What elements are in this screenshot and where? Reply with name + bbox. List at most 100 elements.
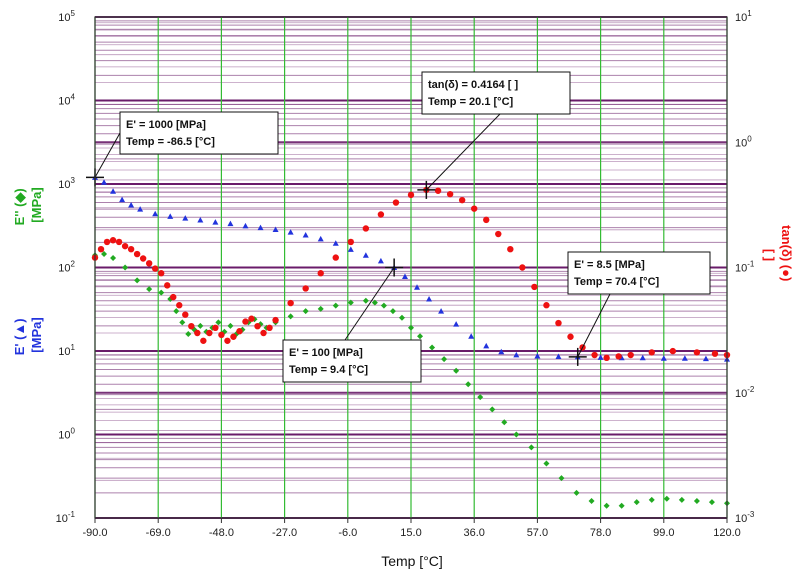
tan-delta-point xyxy=(242,318,249,325)
annotation-line-1: E' = 100 [MPa] xyxy=(289,347,363,359)
y-right-tick-exp: 0 xyxy=(747,134,752,143)
tan-delta-point xyxy=(407,191,415,199)
loss-modulus-point xyxy=(573,489,580,496)
loss-modulus-point xyxy=(101,251,108,258)
tan-delta-point xyxy=(495,230,502,238)
x-tick-label: 15.0 xyxy=(400,527,421,539)
storage-modulus-point xyxy=(362,252,369,258)
storage-title-unit: [MPa] xyxy=(29,317,44,352)
series-layer xyxy=(91,174,731,509)
y-left-tick-base: 10 xyxy=(58,430,70,442)
annotation-line-1: E' = 8.5 [MPa] xyxy=(574,259,645,271)
storage-modulus-point xyxy=(197,217,204,223)
tan-delta-point xyxy=(218,331,225,339)
y-right-tick-label: 10-2 xyxy=(735,385,755,400)
loss-title-label: E'' (◆) xyxy=(12,188,27,225)
storage-modulus-point xyxy=(227,220,234,227)
y-left-tick-label: 103 xyxy=(58,176,75,191)
tan-delta-point xyxy=(224,337,231,344)
loss-modulus-point xyxy=(398,314,405,321)
x-tick-label: 120.0 xyxy=(713,527,741,539)
loss-modulus-point xyxy=(693,497,700,504)
tan-delta-point xyxy=(377,211,385,218)
loss-modulus-point xyxy=(708,499,715,506)
y-right-tick-label: 101 xyxy=(735,9,752,24)
loss-modulus-point xyxy=(465,381,472,388)
y-right-tick-label: 100 xyxy=(735,134,752,149)
tan-title-label: tan(δ) (●) xyxy=(779,225,794,281)
loss-modulus-point xyxy=(185,330,192,337)
annotation-layer: E' = 1000 [MPa] Temp = -86.5 [°C] tan(δ) =… xyxy=(94,71,711,383)
storage-title-label: E' (▲) xyxy=(12,318,27,355)
tan-delta-point xyxy=(133,250,141,258)
y-left-tick-base: 10 xyxy=(58,96,70,108)
tan-delta-point xyxy=(446,190,454,198)
annotation-leader-line xyxy=(344,267,395,341)
y-right-tick-base: 10 xyxy=(735,263,747,275)
x-tick-label: -6.0 xyxy=(338,527,357,539)
tan-delta-point xyxy=(627,351,634,359)
tan-delta-point xyxy=(145,260,153,267)
loss-modulus-point xyxy=(513,431,520,438)
x-tick-label: 78.0 xyxy=(590,527,611,539)
storage-modulus-point xyxy=(639,354,646,361)
tan-delta-point xyxy=(543,302,550,309)
storage-modulus-point xyxy=(287,229,294,235)
loss-modulus-point xyxy=(678,496,685,503)
tan-delta-point xyxy=(103,238,111,246)
y-right-tick-base: 10 xyxy=(735,12,747,24)
y-left-tick-exp: 2 xyxy=(71,260,76,269)
annotation-box xyxy=(567,251,711,295)
tan-delta-point xyxy=(127,245,135,253)
storage-modulus-point xyxy=(377,257,384,264)
storage-modulus-point xyxy=(498,348,505,355)
y-left-tick-label: 101 xyxy=(58,343,75,358)
loss-modulus-point xyxy=(648,496,655,503)
tan-delta-point xyxy=(693,349,701,356)
storage-modulus-point xyxy=(119,196,126,203)
tan-delta-point xyxy=(248,315,255,322)
tan-delta-point xyxy=(347,238,355,246)
storage-modulus-point xyxy=(426,295,433,302)
tan-delta-point xyxy=(272,316,279,324)
tan-delta-point xyxy=(139,255,147,262)
y-left-tick-label: 104 xyxy=(58,93,75,108)
y-right-tick-exp: -1 xyxy=(747,260,755,269)
loss-modulus-point xyxy=(173,308,180,315)
loss-modulus-point xyxy=(215,319,222,326)
loss-modulus-point xyxy=(663,495,670,502)
tan-delta-point xyxy=(434,187,442,194)
loss-modulus-point xyxy=(588,497,595,504)
y-left-tick-exp: -1 xyxy=(68,510,76,519)
loss-modulus-point xyxy=(477,394,484,401)
loss-modulus-point xyxy=(528,444,535,451)
storage-modulus-point xyxy=(257,224,264,231)
axis-layer: -90.0 -69.0 -48.0 -27.0 -6.0 15.0 36.0 57.0 78.0… xyxy=(56,9,755,539)
tan-delta-point xyxy=(555,319,562,327)
loss-modulus-point xyxy=(134,277,141,284)
annotation-leader-line xyxy=(425,113,501,191)
annotation-line-2: Temp = 70.4 [°C] xyxy=(574,276,660,288)
tan-delta-point xyxy=(507,245,514,253)
storage-modulus-point xyxy=(167,213,174,219)
tan-delta-point xyxy=(194,329,201,337)
x-tick-label: 57.0 xyxy=(527,527,548,539)
tan-delta-point xyxy=(519,264,526,271)
y-left-tick-exp: 0 xyxy=(71,427,76,436)
loss-modulus-point xyxy=(110,254,117,261)
tan-delta-point xyxy=(567,333,574,340)
y-left-tick-label: 100 xyxy=(58,427,75,442)
loss-modulus-point xyxy=(429,344,436,351)
storage-modulus-point xyxy=(242,222,249,229)
loss-modulus-point xyxy=(618,502,625,509)
tan-delta-point xyxy=(158,270,165,277)
storage-modulus-point xyxy=(137,206,144,212)
x-tick-label: -69.0 xyxy=(146,527,171,539)
storage-modulus-point xyxy=(483,342,490,349)
loss-modulus-point xyxy=(489,406,496,413)
y-right-tick-base: 10 xyxy=(735,137,747,149)
y-left-tick-base: 10 xyxy=(58,179,70,191)
tan-delta-point xyxy=(471,205,478,212)
